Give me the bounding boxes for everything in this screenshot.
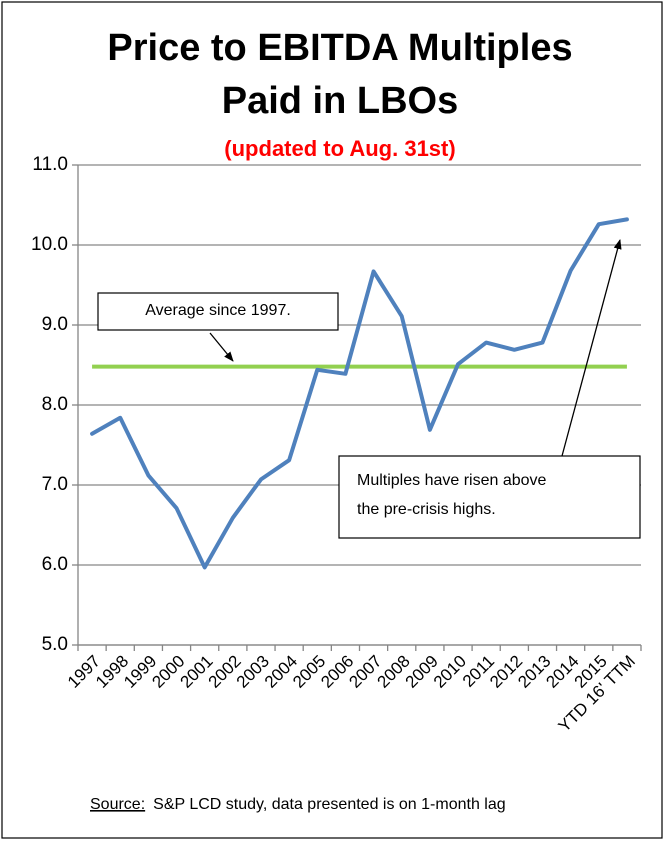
chart-subtitle: (updated to Aug. 31st) (224, 136, 455, 161)
y-tick-label: 6.0 (42, 554, 68, 575)
y-tick-label: 11.0 (32, 154, 68, 175)
y-tick-label: 7.0 (42, 474, 68, 495)
annotation-arrow (209, 332, 234, 362)
chart-title: Paid in LBOs (222, 80, 458, 122)
data-line (90, 217, 629, 570)
annotation-text: Multiples have risen above (357, 472, 547, 489)
source-text: S&P LCD study, data presented is on 1-mo… (153, 796, 506, 813)
annotation: Average since 1997. (97, 292, 339, 362)
annotation-text: the pre-crisis highs. (357, 501, 496, 518)
annotation: Multiples have risen above the pre-crisi… (338, 239, 641, 539)
annotation-text: Average since 1997. (145, 302, 291, 319)
annotation-box (97, 292, 339, 331)
source-label: Source: (90, 796, 145, 813)
chart-title: Price to EBITDA Multiples (107, 27, 572, 69)
y-tick-label: 5.0 (42, 634, 68, 655)
y-tick-label: 10.0 (31, 234, 68, 255)
y-tick-label: 9.0 (42, 314, 68, 335)
source: Source: S&P LCD study, data presented is … (90, 796, 506, 813)
annotation-box (338, 455, 641, 539)
y-tick-label: 8.0 (42, 394, 68, 415)
annotation-arrow (561, 239, 622, 457)
